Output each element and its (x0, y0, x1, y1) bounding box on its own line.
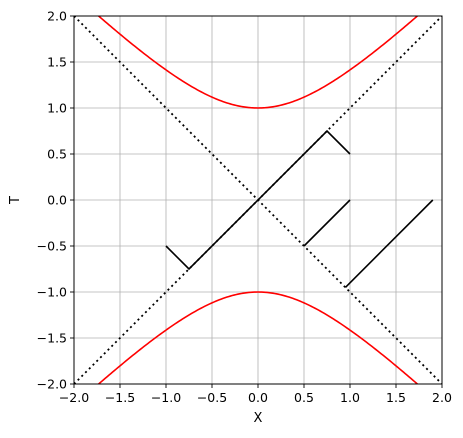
x-tick-label: −2.0 (59, 390, 89, 405)
worldline-series-6 (344, 199, 434, 288)
x-tick-label: −0.5 (197, 390, 227, 405)
y-tick-label: 0.0 (47, 193, 67, 208)
y-tick-label: −1.5 (37, 331, 67, 346)
plot-series (74, 16, 442, 384)
x-tick-label: 1.5 (386, 390, 406, 405)
y-tick-label: 0.5 (47, 147, 67, 162)
y-tick-label: −2.0 (37, 377, 67, 392)
y-tick-label: −1.0 (37, 285, 67, 300)
x-tick-label: 2.0 (432, 390, 452, 405)
x-tick-label: −1.5 (105, 390, 135, 405)
x-axis-label: X (254, 411, 263, 426)
y-tick-label: 1.0 (47, 101, 67, 116)
y-tick-label: 1.5 (47, 55, 67, 70)
y-tick-label: −0.5 (37, 239, 67, 254)
hyperbola-series-1 (97, 291, 419, 384)
x-tick-label: 0.5 (294, 390, 314, 405)
y-axis-label: T (8, 196, 23, 205)
x-tick-label: 0.0 (248, 390, 268, 405)
ticks: −2.0 −1.5 −1.0 −0.5 0.0 0.5 1.0 1.5 2.0 −2.0 −1.5 −… (37, 9, 452, 406)
x-tick-label: 1.0 (340, 390, 360, 405)
hyperbola-series-0 (97, 16, 419, 109)
worldline-series-4 (165, 129, 351, 271)
x-tick-label: −1.0 (151, 390, 181, 405)
y-tick-label: 2.0 (47, 9, 67, 24)
worldline-series-5 (303, 199, 351, 247)
